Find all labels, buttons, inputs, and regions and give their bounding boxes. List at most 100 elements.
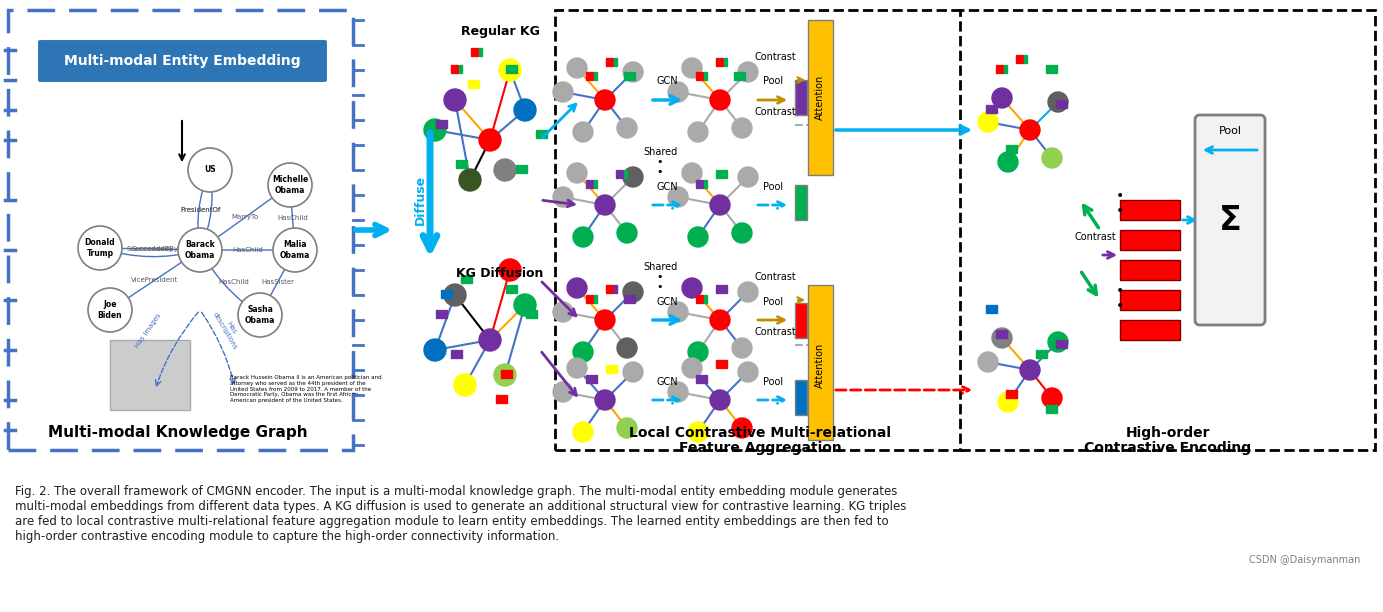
Bar	[530, 310, 532, 318]
Bar	[614, 365, 617, 373]
Bar	[723, 58, 727, 66]
Bar	[704, 72, 707, 80]
Circle shape	[622, 62, 643, 82]
Bar	[624, 72, 626, 80]
Circle shape	[268, 163, 313, 207]
Bar	[1046, 405, 1048, 413]
Bar	[591, 295, 593, 303]
Circle shape	[739, 62, 758, 82]
Circle shape	[89, 288, 131, 332]
Bar	[628, 295, 631, 303]
Circle shape	[425, 339, 445, 361]
Circle shape	[444, 284, 466, 306]
Circle shape	[999, 152, 1018, 172]
Bar	[1036, 350, 1039, 358]
FancyBboxPatch shape	[37, 39, 328, 83]
Bar	[614, 285, 617, 293]
Text: Shared: Shared	[643, 147, 678, 157]
Circle shape	[739, 282, 758, 302]
Bar	[606, 58, 609, 66]
Text: GCN: GCN	[656, 377, 678, 387]
Bar	[1046, 65, 1048, 73]
Bar	[506, 285, 509, 293]
Bar	[1017, 55, 1019, 63]
Circle shape	[732, 338, 752, 358]
Bar	[700, 180, 703, 188]
Bar	[586, 375, 589, 383]
Circle shape	[553, 82, 573, 102]
Bar	[721, 58, 723, 66]
Bar	[700, 375, 703, 383]
Text: PresidentOf: PresidentOf	[180, 207, 221, 213]
Bar	[501, 395, 503, 403]
Bar	[696, 295, 698, 303]
Bar	[1000, 65, 1003, 73]
Circle shape	[617, 223, 638, 243]
Text: Malia
Obama: Malia Obama	[279, 241, 310, 259]
Bar	[537, 130, 539, 138]
Bar	[1005, 390, 1010, 398]
Bar	[1014, 145, 1017, 153]
Bar	[506, 65, 509, 73]
Text: Pool: Pool	[763, 297, 783, 307]
Bar	[455, 65, 458, 73]
Bar	[1005, 145, 1010, 153]
FancyBboxPatch shape	[795, 380, 808, 415]
Bar	[986, 105, 989, 113]
Circle shape	[425, 119, 445, 141]
Text: Sasha
Obama: Sasha Obama	[245, 305, 275, 325]
Bar	[514, 285, 517, 293]
Bar	[1004, 330, 1007, 338]
Circle shape	[709, 310, 730, 330]
Bar	[1010, 390, 1012, 398]
Bar	[479, 48, 483, 56]
Text: Michelle
Obama: Michelle Obama	[272, 175, 308, 195]
Circle shape	[567, 58, 586, 78]
Bar	[696, 180, 698, 188]
Text: high-order contrastive encoding module to capture the high-order connectivity in: high-order contrastive encoding module t…	[15, 530, 559, 543]
Bar	[595, 72, 597, 80]
Bar	[526, 310, 530, 318]
Bar	[721, 360, 723, 368]
Text: •: •	[1116, 299, 1124, 313]
Text: Contrast: Contrast	[754, 52, 795, 62]
Circle shape	[622, 362, 643, 382]
Circle shape	[617, 118, 638, 138]
Bar	[615, 170, 620, 178]
Circle shape	[553, 382, 573, 402]
Circle shape	[1041, 388, 1062, 408]
Circle shape	[1041, 148, 1062, 168]
Bar	[1021, 55, 1023, 63]
Bar	[704, 295, 707, 303]
Bar	[469, 275, 472, 283]
Bar	[716, 170, 719, 178]
Text: Diffuse: Diffuse	[414, 175, 426, 225]
Bar	[1064, 340, 1068, 348]
FancyBboxPatch shape	[1120, 260, 1180, 280]
Circle shape	[682, 358, 703, 378]
Bar	[472, 48, 474, 56]
Bar	[449, 290, 452, 298]
Bar	[739, 72, 741, 80]
Bar	[716, 58, 719, 66]
Circle shape	[732, 223, 752, 243]
Text: SucceededBy: SucceededBy	[131, 246, 178, 252]
Bar	[1010, 145, 1012, 153]
Bar	[1059, 100, 1064, 108]
Circle shape	[682, 58, 703, 78]
Text: US: US	[205, 165, 216, 174]
Bar	[534, 310, 537, 318]
Circle shape	[617, 418, 638, 438]
Bar	[990, 305, 993, 313]
Bar	[444, 310, 447, 318]
Text: CSDN @Daisymanman: CSDN @Daisymanman	[1249, 555, 1359, 565]
Circle shape	[682, 278, 703, 298]
Text: Contrast: Contrast	[754, 272, 795, 282]
Circle shape	[567, 163, 586, 183]
Circle shape	[499, 259, 521, 281]
Circle shape	[238, 293, 282, 337]
FancyBboxPatch shape	[1120, 290, 1180, 310]
Bar	[1050, 405, 1052, 413]
Bar	[704, 375, 707, 383]
Bar	[610, 58, 613, 66]
